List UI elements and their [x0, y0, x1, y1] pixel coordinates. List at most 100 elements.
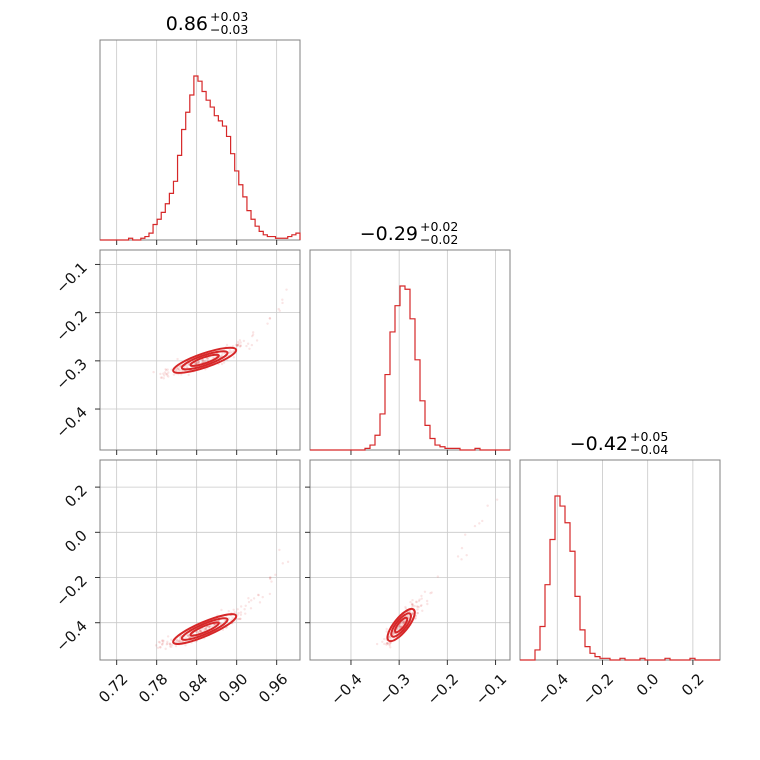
grid-lines	[350, 250, 496, 450]
grid-lines	[100, 250, 300, 450]
sample-point	[237, 617, 241, 621]
sample-point	[187, 373, 190, 377]
sample-point	[167, 375, 170, 378]
sample-point	[162, 377, 165, 380]
panel-2-0	[95, 459, 301, 665]
sample-point	[398, 625, 402, 628]
title-minus-0: −0.03	[210, 22, 248, 37]
x-tick-label-p2_x-0: −0.4	[534, 670, 572, 708]
sample-point	[404, 607, 408, 610]
sample-point	[161, 643, 164, 646]
histogram-p0	[100, 75, 301, 241]
sample-point	[201, 360, 205, 363]
sample-point	[249, 607, 253, 610]
sample-point	[411, 612, 415, 615]
y-tick-label-p2_y-3: −0.4	[52, 617, 90, 655]
sample-point	[381, 640, 384, 643]
sample-point	[208, 625, 211, 628]
sample-point	[185, 634, 189, 637]
sample-point	[159, 646, 162, 649]
sample-point	[205, 628, 208, 631]
sample-point	[245, 344, 248, 348]
sample-point	[166, 635, 170, 638]
sample-point	[388, 643, 391, 646]
sample-point	[199, 630, 202, 633]
sample-point	[278, 548, 281, 552]
sample-point	[403, 620, 406, 623]
sample-point	[231, 616, 234, 620]
sample-point	[246, 342, 250, 345]
x-tick-label-p1_x-1: −0.3	[375, 670, 413, 708]
sample-point	[460, 546, 464, 550]
sample-point	[411, 598, 414, 602]
sample-point	[420, 604, 423, 607]
sample-point	[420, 594, 423, 598]
sample-point	[285, 288, 288, 291]
sample-point	[154, 644, 158, 647]
sample-point	[220, 354, 223, 357]
sample-point	[389, 646, 392, 649]
sample-point	[172, 373, 176, 376]
sample-point	[186, 634, 190, 638]
sample-point	[184, 636, 188, 640]
sample-point	[385, 642, 389, 645]
sample-point	[236, 344, 240, 347]
sample-point	[206, 357, 210, 361]
panel-frame	[309, 459, 511, 661]
sample-point	[406, 615, 410, 618]
contour-level-1	[180, 617, 229, 641]
sample-point	[174, 639, 178, 642]
sample-point	[166, 368, 169, 371]
sample-point	[174, 644, 178, 648]
x-tick-label-p2_x-2: 0.0	[633, 670, 663, 700]
panel-0-0: 0.86 +0.03−0.03	[99, 9, 301, 245]
sample-point	[223, 619, 226, 623]
y-tick-label-p2_y-1: 0.0	[61, 526, 91, 556]
sample-point	[242, 339, 246, 343]
sample-point	[239, 344, 243, 347]
sample-point	[200, 629, 203, 633]
sample-point	[415, 605, 419, 608]
sample-point	[239, 344, 242, 348]
sample-point	[165, 369, 168, 372]
sample-point	[174, 369, 177, 372]
sample-point	[247, 597, 250, 600]
sample-point	[463, 533, 467, 536]
sample-point	[268, 316, 272, 320]
sample-point	[229, 350, 233, 353]
sample-point	[430, 591, 433, 594]
sample-point	[176, 367, 180, 371]
sample-point	[199, 629, 202, 633]
title-value-1: −0.29	[360, 223, 418, 245]
x-tick-label-p0-3: 0.90	[215, 670, 251, 706]
sample-point	[236, 617, 239, 621]
sample-point	[181, 640, 185, 643]
sample-point	[239, 617, 242, 621]
sample-point	[177, 368, 181, 371]
sample-point	[193, 362, 197, 365]
sample-point	[199, 629, 202, 632]
sample-point	[235, 343, 238, 346]
sample-point	[411, 612, 414, 615]
sample-point	[163, 371, 167, 374]
sample-point	[388, 644, 391, 647]
sample-point	[187, 633, 190, 636]
contour-level-2	[394, 616, 409, 634]
sample-point	[170, 643, 174, 647]
sample-point	[212, 356, 215, 359]
sample-point	[418, 598, 421, 601]
sample-point	[176, 639, 179, 642]
histogram-p2	[520, 495, 720, 661]
sample-point	[201, 628, 204, 631]
sample-point	[261, 595, 264, 599]
sample-point	[268, 576, 272, 579]
sample-point	[400, 624, 404, 627]
sample-point	[235, 344, 239, 348]
sample-point	[269, 576, 272, 579]
sample-point	[179, 369, 182, 372]
title-plus-0: +0.03	[210, 9, 248, 24]
sample-point	[228, 348, 231, 352]
sample-point	[165, 372, 169, 376]
sample-point	[409, 600, 412, 604]
